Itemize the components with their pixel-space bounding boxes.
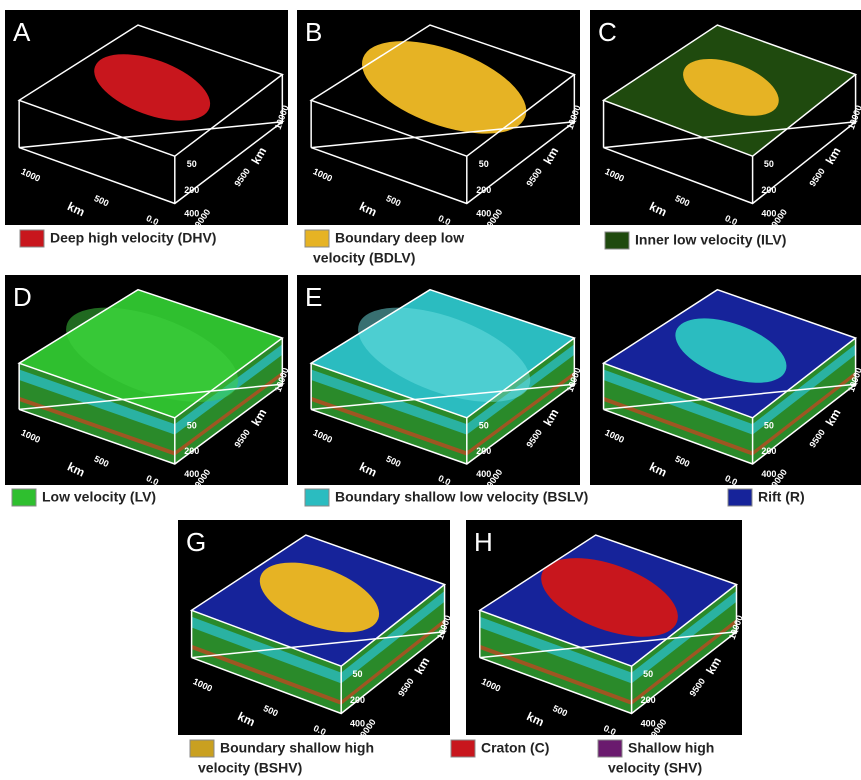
legend-label: Low velocity (LV) <box>42 489 156 505</box>
legend-label: velocity (BDLV) <box>313 250 415 266</box>
axis-label: 400 <box>761 469 776 479</box>
legend-swatch <box>190 740 214 757</box>
axis-label: 50 <box>353 669 363 679</box>
panel-letter: B <box>305 17 322 47</box>
axis-label: 400 <box>476 209 491 219</box>
legend-label: Deep high velocity (DHV) <box>50 230 216 246</box>
legend-label: Boundary deep low <box>335 230 464 246</box>
panel-letter: G <box>186 527 206 557</box>
legend-swatch <box>305 230 329 247</box>
axis-label: 50 <box>479 159 489 169</box>
legend-swatch <box>12 489 36 506</box>
axis-label: 400 <box>184 209 199 219</box>
legend-label: Craton (C) <box>481 740 549 756</box>
legend-label: velocity (SHV) <box>608 760 702 776</box>
legend-label: Shallow high <box>628 740 714 756</box>
axis-label: 50 <box>187 421 197 431</box>
axis-label: 200 <box>761 185 776 195</box>
legend-swatch <box>598 740 622 757</box>
legend-label: velocity (BSHV) <box>198 760 302 776</box>
axis-label: 50 <box>764 421 774 431</box>
axis-label: 50 <box>479 421 489 431</box>
axis-label: 200 <box>641 695 656 705</box>
legend-swatch <box>605 232 629 249</box>
axis-label: 50 <box>764 159 774 169</box>
axis-label: 400 <box>350 719 365 729</box>
axis-label: 400 <box>476 469 491 479</box>
axis-label: 200 <box>350 695 365 705</box>
legend-label: Boundary shallow low velocity (BSLV) <box>335 489 588 505</box>
panel-letter: D <box>13 282 32 312</box>
figure: A10005000.0km9000950010000km50200400B100… <box>0 0 861 780</box>
axis-label: 400 <box>761 209 776 219</box>
legend-swatch <box>305 489 329 506</box>
panel-letter: A <box>13 17 31 47</box>
panel-letter: H <box>474 527 493 557</box>
legend-label: Inner low velocity (ILV) <box>635 232 786 248</box>
axis-label: 200 <box>184 185 199 195</box>
axis-label: 400 <box>641 719 656 729</box>
legend-swatch <box>451 740 475 757</box>
axis-label: 200 <box>184 446 199 456</box>
axis-label: 200 <box>476 446 491 456</box>
legend-label: Rift (R) <box>758 489 805 505</box>
legend-swatch <box>20 230 44 247</box>
axis-label: 200 <box>761 446 776 456</box>
legend-label: Boundary shallow high <box>220 740 374 756</box>
panel-letter: E <box>305 282 322 312</box>
legend-swatch <box>728 489 752 506</box>
panel-letter: C <box>598 17 617 47</box>
axis-label: 400 <box>184 469 199 479</box>
axis-label: 50 <box>643 669 653 679</box>
axis-label: 200 <box>476 185 491 195</box>
axis-label: 50 <box>187 159 197 169</box>
